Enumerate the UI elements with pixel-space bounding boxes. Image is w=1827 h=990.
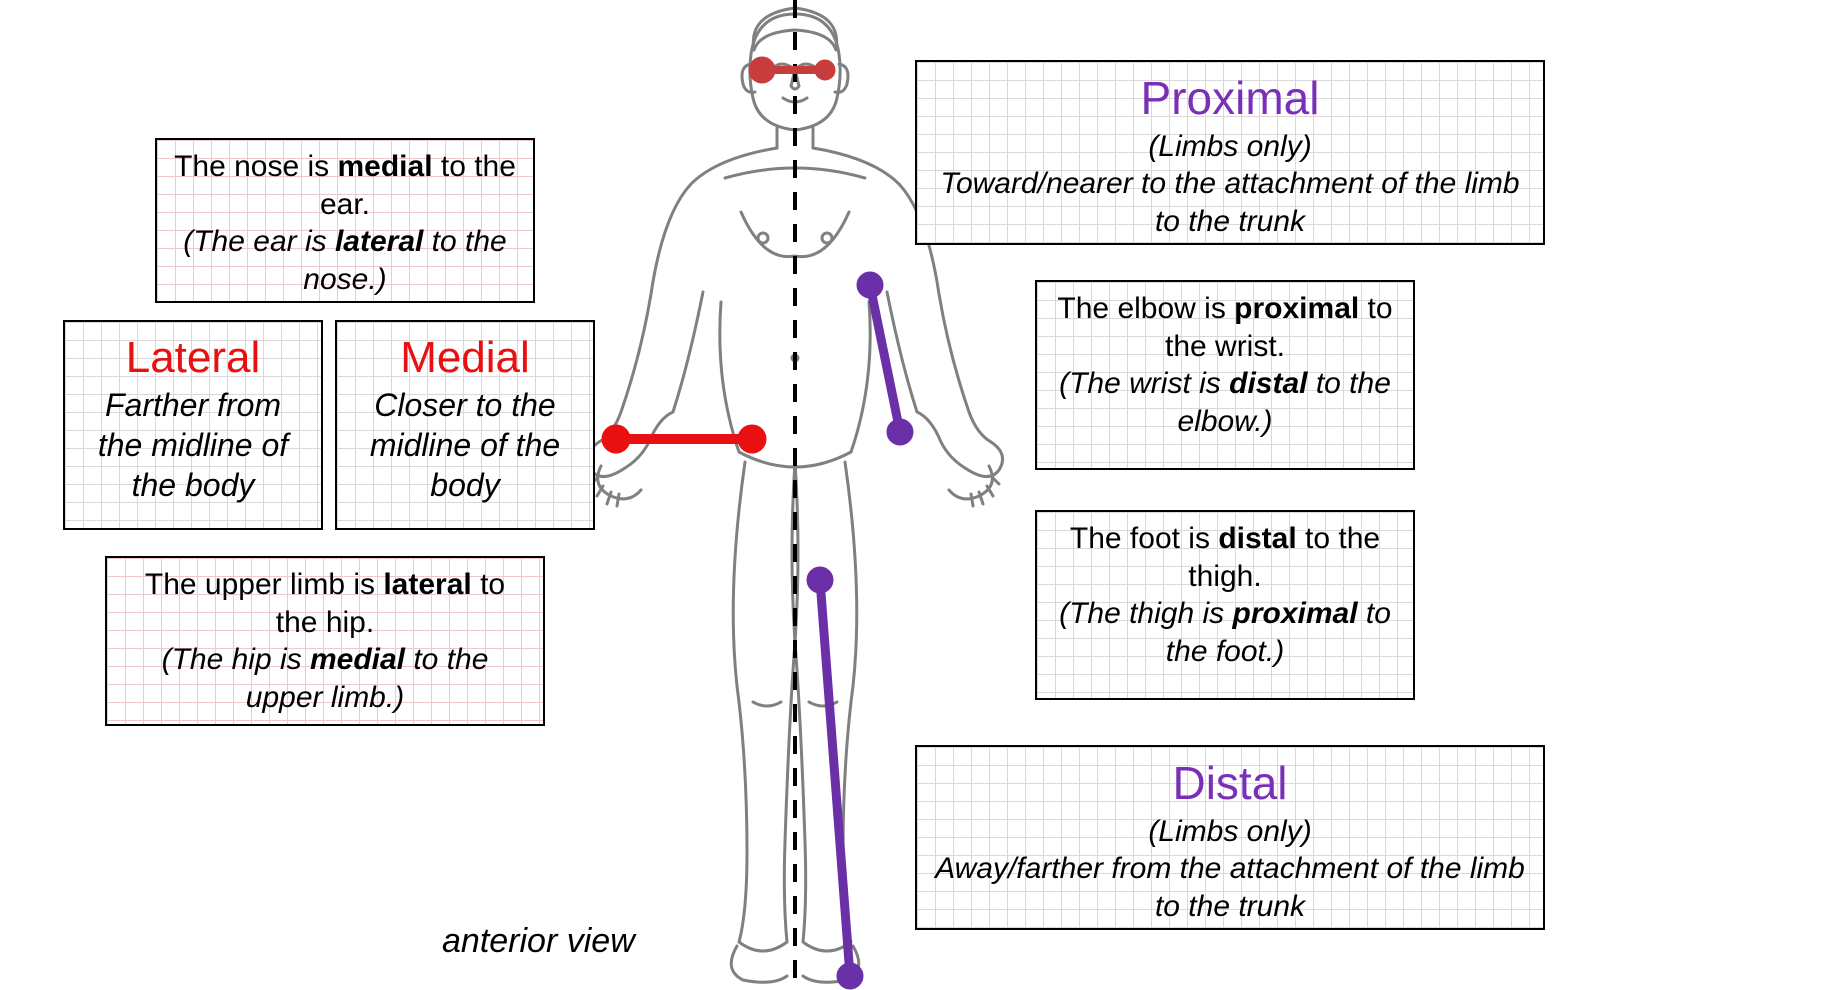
diagram-stage: { "colors": { "red": "#e81010", "purple"…	[0, 0, 1827, 990]
proximal-sub: (Limbs only)	[931, 128, 1529, 166]
marker-arm	[857, 272, 913, 445]
box-foot-example: The foot is distal to the thigh. (The th…	[1035, 510, 1415, 700]
elbow-line1: The elbow is proximal to the wrist.	[1051, 290, 1399, 365]
distal-sub: (Limbs only)	[931, 813, 1529, 851]
lateral-desc: Farther from the midline of the body	[79, 385, 307, 505]
box-limb-example: The upper limb is lateral to the hip. (T…	[105, 556, 545, 726]
distal-title: Distal	[931, 755, 1529, 813]
lateral-title: Lateral	[79, 330, 307, 385]
proximal-desc: Toward/nearer to the attachment of the l…	[931, 165, 1529, 240]
nose-line2: (The ear is lateral to the nose.)	[171, 223, 519, 298]
medial-desc: Closer to the midline of the body	[351, 385, 579, 505]
box-nose-example: The nose is medial to the ear. (The ear …	[155, 138, 535, 303]
elbow-line2: (The wrist is distal to the elbow.)	[1051, 365, 1399, 440]
marker-face	[749, 57, 835, 83]
foot-line2: (The thigh is proximal to the foot.)	[1051, 595, 1399, 670]
box-elbow-example: The elbow is proximal to the wrist. (The…	[1035, 280, 1415, 470]
distal-desc: Away/farther from the attachment of the …	[931, 850, 1529, 925]
box-proximal: Proximal (Limbs only) Toward/nearer to t…	[915, 60, 1545, 245]
medial-title: Medial	[351, 330, 579, 385]
box-medial: Medial Closer to the midline of the body	[335, 320, 595, 530]
limb-line1: The upper limb is lateral to the hip.	[121, 566, 529, 641]
foot-line1: The foot is distal to the thigh.	[1051, 520, 1399, 595]
proximal-title: Proximal	[931, 70, 1529, 128]
box-lateral: Lateral Farther from the midline of the …	[63, 320, 323, 530]
marker-leg	[807, 567, 863, 989]
caption-anterior-view: anterior view	[442, 922, 635, 961]
box-distal: Distal (Limbs only) Away/farther from th…	[915, 745, 1545, 930]
marker-hand-hip	[602, 425, 766, 453]
limb-line2: (The hip is medial to the upper limb.)	[121, 641, 529, 716]
nose-line1: The nose is medial to the ear.	[171, 148, 519, 223]
